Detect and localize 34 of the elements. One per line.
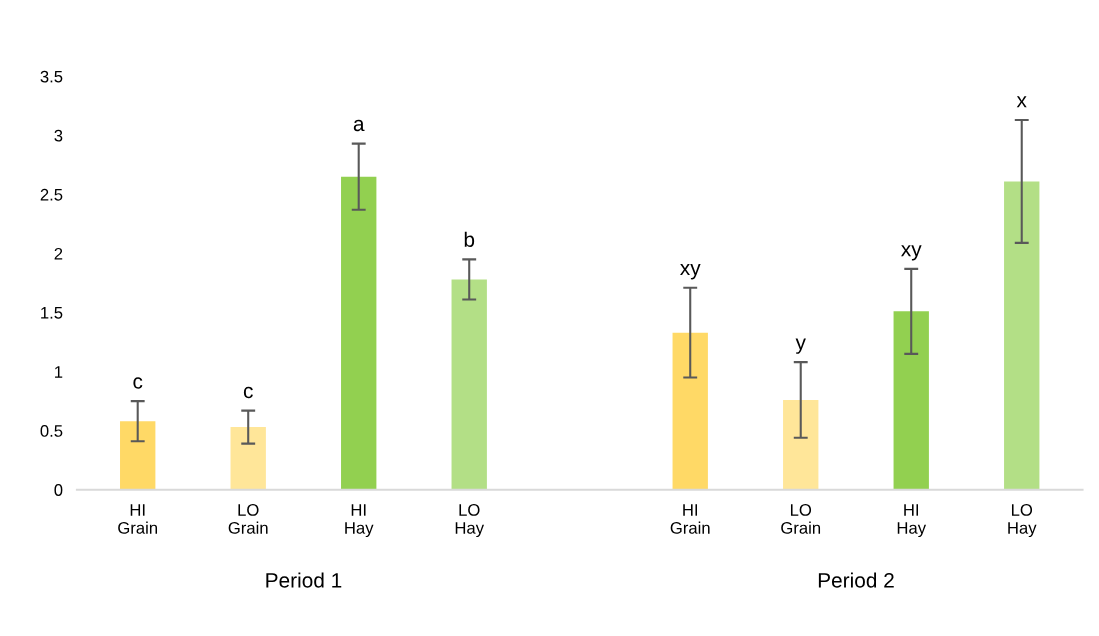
- annotation: b: [464, 231, 475, 247]
- annotation: y: [795, 338, 806, 354]
- text: Period 1: [266, 572, 342, 588]
- annotation: c: [243, 386, 253, 399]
- x-tick-label: LO Hay: [455, 504, 485, 538]
- x-tick-label: HI Grain: [118, 504, 157, 534]
- bar: [451, 279, 487, 490]
- bar: [341, 176, 377, 490]
- y-tick-label: 1.5: [41, 307, 63, 319]
- annotation: c: [133, 377, 143, 389]
- x-tick-label: HI Grain: [670, 504, 710, 534]
- x-tick-label: LO Hay: [1008, 504, 1037, 538]
- y-tick-label: 0: [54, 484, 63, 496]
- y-tick-label: 0.5: [40, 425, 63, 437]
- annotation: xy: [901, 245, 922, 261]
- x-tick-label: LO Grain: [781, 504, 821, 534]
- y-tick-label: 3.5: [40, 70, 63, 83]
- annotation: xy: [680, 264, 701, 280]
- bar: [783, 399, 819, 490]
- y-tick-label: 3: [54, 129, 63, 142]
- text: Period 2: [818, 572, 894, 588]
- x-tick-label: LO Grain: [228, 504, 268, 534]
- bar: [672, 332, 708, 490]
- y-tick-label: 2.5: [40, 188, 63, 201]
- bar: [230, 427, 266, 490]
- x-tick-label: HI Hay: [897, 504, 927, 538]
- annotation: a: [353, 119, 365, 132]
- bar: [893, 311, 929, 490]
- x-tick-label: HI Hay: [345, 504, 374, 538]
- y-tick-label: 1: [55, 366, 63, 378]
- bar: [1004, 181, 1040, 490]
- y-tick-label: 2: [54, 247, 63, 260]
- annotation: x: [1016, 96, 1027, 108]
- bar: [120, 421, 156, 490]
